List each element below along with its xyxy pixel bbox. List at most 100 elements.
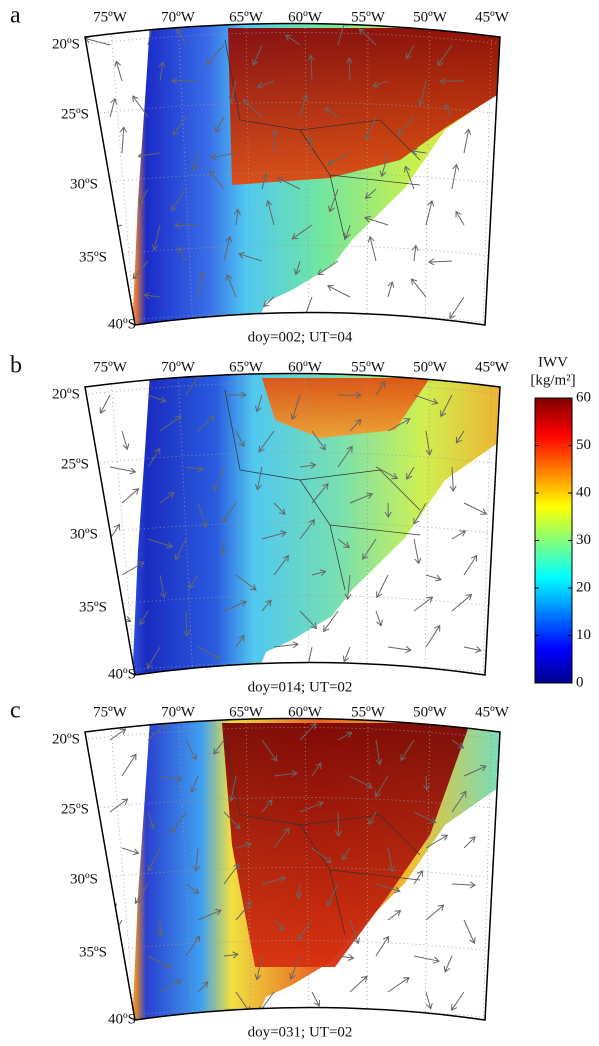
map-panel: b 75ºW 70ºW 65ºW 60ºW 55ºW 50ºW 45ºW 20ºS 25ºS 30º… xyxy=(10,353,510,696)
map-area xyxy=(85,718,500,1020)
wind-arrow xyxy=(228,80,237,104)
wind-arrow xyxy=(349,775,373,789)
wind-arrow xyxy=(451,739,465,749)
lon-label: 60ºW xyxy=(288,9,323,25)
colorbar: IWV [kg/m²] 0 10 20 30 40 50 60 xyxy=(530,354,591,690)
wind-arrow xyxy=(299,462,317,470)
map-frame xyxy=(84,717,501,1021)
wind-arrow xyxy=(311,991,321,1007)
wind-arrow xyxy=(344,574,352,600)
wind-arrow xyxy=(317,260,339,276)
wind-arrow xyxy=(191,152,199,171)
wind-arrow xyxy=(311,762,322,777)
wind-arrow xyxy=(174,538,187,561)
colorbar-scale xyxy=(534,397,573,684)
wind-arrow xyxy=(411,148,427,156)
map-area xyxy=(85,373,500,675)
wind-arrow xyxy=(427,258,453,266)
wind-arrow xyxy=(251,44,263,66)
wind-arrow xyxy=(425,624,441,648)
wind-arrow xyxy=(132,260,149,280)
wind-arrow xyxy=(311,483,329,504)
wind-arrow xyxy=(291,224,313,240)
wind-arrow xyxy=(147,538,174,549)
wind-arrow xyxy=(337,538,350,549)
wind-arrow xyxy=(324,107,339,118)
wind-arrow xyxy=(364,116,377,141)
wind-arrow xyxy=(438,77,465,85)
wind-arrow xyxy=(463,646,482,653)
wind-arrow xyxy=(413,870,424,885)
wind-arrow xyxy=(425,574,442,582)
moist-region xyxy=(222,723,470,967)
wind-arrow xyxy=(271,129,279,154)
wind-arrow xyxy=(197,981,209,993)
wind-arrow xyxy=(425,199,435,226)
lon-label: 55ºW xyxy=(351,359,386,375)
wind-arrow xyxy=(379,152,389,178)
lat-label: 35ºS xyxy=(79,944,107,960)
wind-arrow xyxy=(307,136,315,154)
borders xyxy=(224,734,421,936)
lat-label: 25ºS xyxy=(61,456,89,472)
wind-arrow xyxy=(197,502,208,529)
lon-label: 65ºW xyxy=(229,359,264,375)
colorbar-tick-label: 60 xyxy=(576,389,591,405)
wind-arrow xyxy=(387,281,395,298)
wind-arrow xyxy=(299,722,317,741)
wind-arrow xyxy=(228,775,237,802)
wind-arrow xyxy=(132,95,149,118)
wind-arrow xyxy=(235,574,257,591)
colorbar-title: IWV xyxy=(538,354,568,370)
wind-arrow xyxy=(209,170,225,190)
wind-arrow xyxy=(349,919,360,945)
wind-arrow xyxy=(185,883,200,894)
lat-label: 35ºS xyxy=(79,249,107,265)
lon-label: 50ºW xyxy=(413,359,448,375)
lon-label: 70ºW xyxy=(161,704,196,720)
wind-arrow xyxy=(290,394,301,421)
wind-arrow xyxy=(197,271,206,298)
wind-arrow xyxy=(311,430,326,451)
wind-arrow xyxy=(451,790,467,813)
lat-label: 30ºS xyxy=(70,176,98,192)
wind-arrow xyxy=(209,152,237,161)
wind-arrow xyxy=(143,292,161,300)
wind-arrow xyxy=(328,188,339,213)
wind-arrow xyxy=(147,394,167,404)
wind-arrow xyxy=(425,430,433,456)
wind-arrow xyxy=(222,502,237,523)
wind-arrow xyxy=(443,955,453,973)
wind-arrow xyxy=(159,415,182,432)
wind-arrow xyxy=(289,955,301,980)
wind-arrow xyxy=(235,841,253,849)
wind-arrow xyxy=(159,492,175,504)
wind-arrow xyxy=(147,847,161,872)
wind-arrow xyxy=(223,951,239,959)
wind-arrow xyxy=(345,56,353,82)
wind-arrow xyxy=(238,251,263,262)
wind-arrow xyxy=(413,596,434,612)
map-frame xyxy=(84,22,501,326)
wind-arrow xyxy=(299,610,318,630)
lon-label: 55ºW xyxy=(351,704,386,720)
wind-arrow xyxy=(197,415,215,432)
lon-label: 70ºW xyxy=(161,359,196,375)
wind-arrow xyxy=(99,394,111,414)
wind-arrow xyxy=(242,98,263,118)
wind-arrow xyxy=(425,991,433,1010)
lon-label: 45ºW xyxy=(475,9,510,25)
wind-arrow xyxy=(362,538,377,560)
wind-arrow xyxy=(262,296,275,308)
wind-arrow xyxy=(368,811,377,825)
wind-arrow xyxy=(410,278,427,298)
wind-arrow xyxy=(261,799,273,813)
wind-arrow xyxy=(109,466,137,475)
wind-arrow xyxy=(219,538,227,556)
wind-arrow xyxy=(413,538,422,565)
wind-arrow xyxy=(134,883,149,905)
moist-region xyxy=(228,28,500,185)
wind-arrow xyxy=(323,610,339,633)
